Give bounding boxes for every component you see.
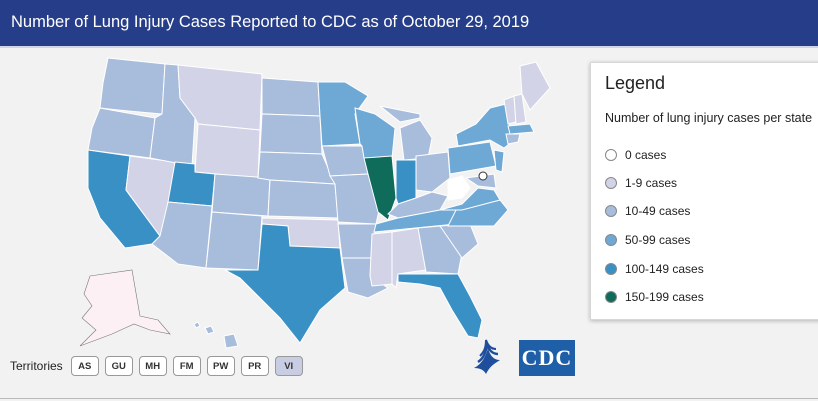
territory-button-pw[interactable]: PW <box>206 356 235 376</box>
territory-button-mh[interactable]: MH <box>138 356 167 376</box>
legend-label: 10-49 cases <box>625 204 691 218</box>
legend-item-4: 100-149 cases <box>605 260 704 278</box>
state-ia[interactable] <box>321 145 369 177</box>
legend-swatch <box>605 263 617 275</box>
hhs-eagle-logo <box>474 339 500 374</box>
legend-item-3: 50-99 cases <box>605 231 690 249</box>
legend-swatch <box>605 177 617 189</box>
state-oh[interactable] <box>415 151 451 193</box>
legend-subtitle: Number of lung injury cases per state <box>605 111 813 125</box>
state-tx[interactable] <box>224 223 346 344</box>
legend-swatch <box>605 149 617 161</box>
legend-item-5: 150-199 cases <box>605 288 704 306</box>
state-wy[interactable] <box>194 123 261 179</box>
state-fl[interactable] <box>397 273 483 339</box>
legend-item-1: 1-9 cases <box>605 174 677 192</box>
territory-button-as[interactable]: AS <box>70 356 99 376</box>
state-ar[interactable] <box>337 223 377 259</box>
state-ga[interactable] <box>417 225 463 275</box>
page-header: Number of Lung Injury Cases Reported to … <box>0 0 818 48</box>
state-hi[interactable] <box>193 321 239 349</box>
legend-label: 100-149 cases <box>625 262 704 276</box>
territory-button-gu[interactable]: GU <box>104 356 133 376</box>
legend-swatch <box>605 205 617 217</box>
legend-label: 0 cases <box>625 148 667 162</box>
legend-label: 150-199 cases <box>625 290 704 304</box>
territories-label: Territories <box>10 359 63 373</box>
legend-title: Legend <box>605 73 666 93</box>
state-ak[interactable] <box>79 269 171 347</box>
us-map-area <box>0 48 818 401</box>
dc-marker[interactable] <box>478 171 488 181</box>
legend-swatch <box>605 234 617 246</box>
legend-label: 50-99 cases <box>625 233 691 247</box>
state-sd[interactable] <box>259 113 323 155</box>
state-ny[interactable] <box>455 103 513 149</box>
state-nm[interactable] <box>205 211 263 271</box>
state-nh[interactable] <box>513 93 527 125</box>
territories-bar: Territories AS GU MH FM PW PR VI <box>10 356 309 376</box>
page-title: Number of Lung Injury Cases Reported to … <box>11 13 530 31</box>
bottom-divider <box>0 398 818 399</box>
cdc-logo: CDC <box>519 340 575 376</box>
state-nd[interactable] <box>261 77 321 117</box>
state-ma[interactable] <box>507 123 535 135</box>
state-va[interactable] <box>439 187 501 211</box>
state-ms[interactable] <box>369 231 393 287</box>
state-wa[interactable] <box>99 57 166 115</box>
territory-button-pr[interactable]: PR <box>240 356 269 376</box>
legend-item-0: 0 cases <box>605 146 666 164</box>
state-in[interactable] <box>395 159 417 205</box>
state-or[interactable] <box>87 107 156 159</box>
territory-button-vi[interactable]: VI <box>274 356 303 376</box>
legend-label: 1-9 cases <box>625 176 678 190</box>
state-mi[interactable] <box>379 105 433 161</box>
state-me[interactable] <box>519 61 551 111</box>
state-wv[interactable] <box>447 175 471 201</box>
state-ne[interactable] <box>257 151 336 185</box>
territory-button-fm[interactable]: FM <box>172 356 201 376</box>
legend-swatch <box>605 291 617 303</box>
state-ks[interactable] <box>267 179 339 219</box>
us-choropleth-map <box>79 57 551 349</box>
state-pa[interactable] <box>447 141 497 175</box>
state-nj[interactable] <box>493 149 505 173</box>
legend-item-2: 10-49 cases <box>605 202 690 220</box>
legend-panel: Legend Number of lung injury cases per s… <box>590 62 818 320</box>
cdc-logo-text: CDC <box>521 345 573 370</box>
state-co[interactable] <box>211 173 271 217</box>
state-il[interactable] <box>363 155 397 221</box>
state-ct[interactable] <box>505 133 521 145</box>
